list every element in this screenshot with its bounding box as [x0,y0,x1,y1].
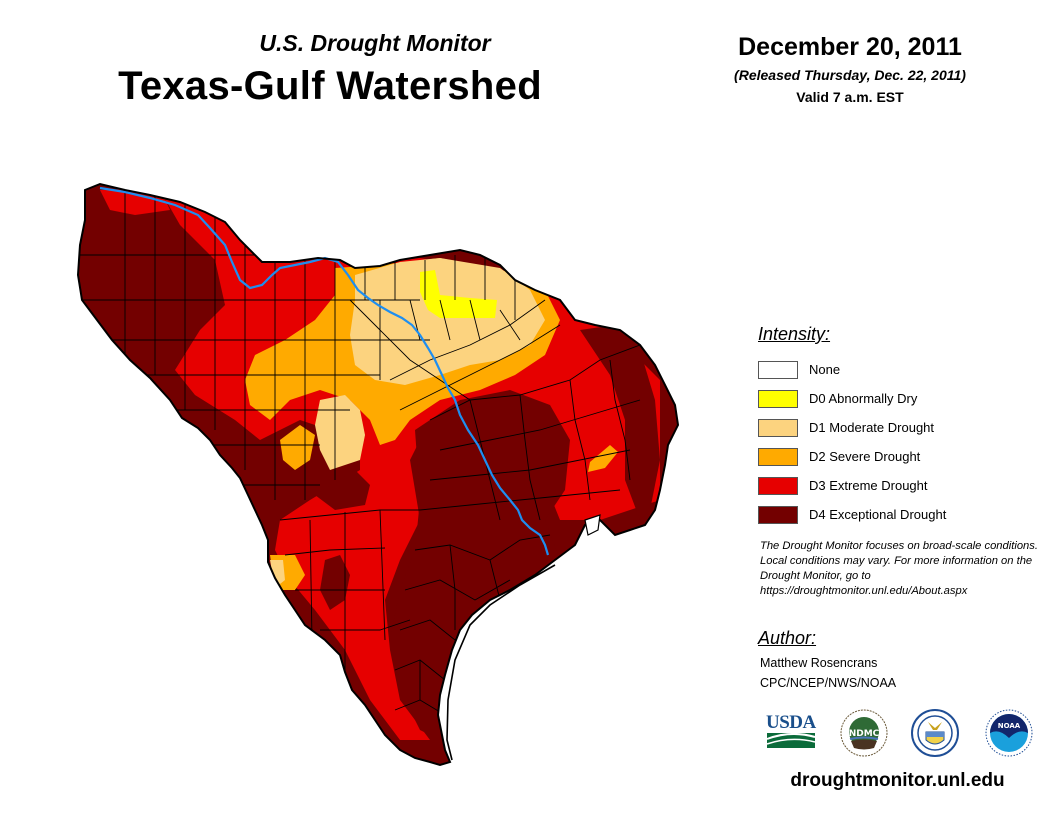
legend-item-d1: D1 Moderate Drought [758,413,946,442]
legend-swatch-none [758,360,798,379]
d2-severe-drought-area [588,445,618,472]
release-date: (Released Thursday, Dec. 22, 2011) [734,67,966,83]
legend-swatch-d0 [758,389,798,408]
author-org: CPC/NCEP/NWS/NOAA [760,676,897,690]
svg-text:USDA: USDA [766,712,817,733]
d2-severe-drought-area [280,425,315,470]
svg-text:NOAA: NOAA [998,722,1021,730]
legend-swatch-d3 [758,476,798,495]
legend-swatch-d2 [758,447,798,466]
d0-abnormally-dry-area [420,270,497,318]
legend-label: D0 Abnormally Dry [809,391,918,406]
legend-label: D2 Severe Drought [809,449,921,464]
legend-swatch-d4 [758,505,798,524]
d4-exceptional-drought-area [390,390,570,740]
legend-item-d3: D3 Extreme Drought [758,471,946,500]
d1-moderate-drought-area [350,258,545,385]
county-boundaries [80,190,641,713]
author-name: Matthew Rosencrans [760,656,878,670]
d1-moderate-drought-area [315,395,365,470]
disclaimer-text: The Drought Monitor focuses on broad-sca… [760,540,1038,597]
barrier-island [446,564,556,761]
commerce-seal-logo [911,709,959,757]
drought-map [77,183,679,766]
legend-label: D1 Moderate Drought [809,420,935,435]
usda-logo: USDA [766,712,817,748]
coastal-bay [584,514,601,536]
d4-exceptional-drought-area [320,555,350,610]
legend-label: None [809,362,841,377]
website-url[interactable]: droughtmonitor.unl.edu [790,770,1005,791]
legend-item-d2: D2 Severe Drought [758,442,946,471]
partner-logos: USDA NDMC NOAA [765,708,1033,758]
legend-swatch-d1 [758,418,798,437]
svg-text:NDMC: NDMC [849,729,880,739]
legend-item-none: None [758,355,946,384]
d4-exceptional-drought-area [580,325,660,520]
ndmc-logo: NDMC [840,709,888,757]
legend: None D0 Abnormally Dry D1 Moderate Droug… [758,355,946,529]
map-subtitle: U.S. Drought Monitor [259,30,491,56]
map-title: Texas-Gulf Watershed [118,64,542,108]
legend-item-d4: D4 Exceptional Drought [758,500,946,529]
valid-time: Valid 7 a.m. EST [796,89,904,105]
legend-heading: Intensity: [758,324,831,344]
d4-exceptional-drought-area [315,470,370,510]
legend-label: D4 Exceptional Drought [809,507,947,522]
river-line [99,186,550,556]
author-heading: Author: [758,628,817,648]
map-date: December 20, 2011 [738,33,962,61]
legend-item-d0: D0 Abnormally Dry [758,384,946,413]
noaa-logo: NOAA [985,709,1033,757]
legend-label: D3 Extreme Drought [809,478,928,493]
